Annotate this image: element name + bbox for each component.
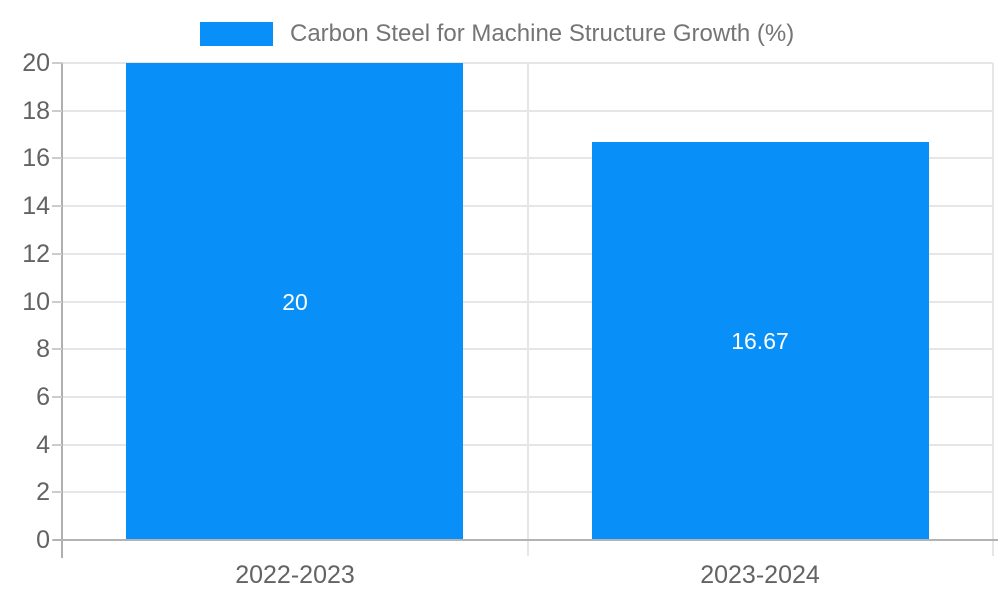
y-axis-label: 18 <box>22 97 50 125</box>
legend-label: Carbon Steel for Machine Structure Growt… <box>290 20 795 47</box>
legend-swatch <box>200 22 273 46</box>
gridline-vertical <box>992 63 994 556</box>
bar-value-label: 20 <box>282 289 308 315</box>
x-axis-baseline <box>53 539 998 541</box>
legend: Carbon Steel for Machine Structure Growt… <box>200 20 794 48</box>
y-axis-label: 20 <box>22 49 50 77</box>
bar-value-label: 16.67 <box>731 328 789 354</box>
y-axis-tick <box>52 301 62 303</box>
y-axis-tick <box>52 110 62 112</box>
y-axis-tick <box>52 348 62 350</box>
y-axis-label: 8 <box>36 335 50 363</box>
x-axis-label: 2023-2024 <box>700 561 820 589</box>
y-axis-tick <box>52 205 62 207</box>
bar <box>592 142 929 540</box>
y-axis-label: 4 <box>36 431 50 459</box>
y-axis-tick <box>52 62 62 64</box>
y-axis-tick <box>52 491 62 493</box>
y-axis-tick <box>52 444 62 446</box>
y-axis-label: 2 <box>36 478 50 506</box>
y-axis-label: 10 <box>22 288 50 316</box>
y-axis-line <box>61 63 63 558</box>
y-axis-label: 6 <box>36 383 50 411</box>
gridline-vertical <box>527 63 529 556</box>
y-axis-tick <box>52 157 62 159</box>
y-axis-tick <box>52 253 62 255</box>
y-axis-label: 16 <box>22 144 50 172</box>
bar <box>126 63 463 540</box>
y-axis-label: 12 <box>22 240 50 268</box>
y-axis-label: 0 <box>36 526 50 554</box>
y-axis-label: 14 <box>22 192 50 220</box>
x-axis-label: 2022-2023 <box>235 561 355 589</box>
y-axis-tick <box>52 396 62 398</box>
